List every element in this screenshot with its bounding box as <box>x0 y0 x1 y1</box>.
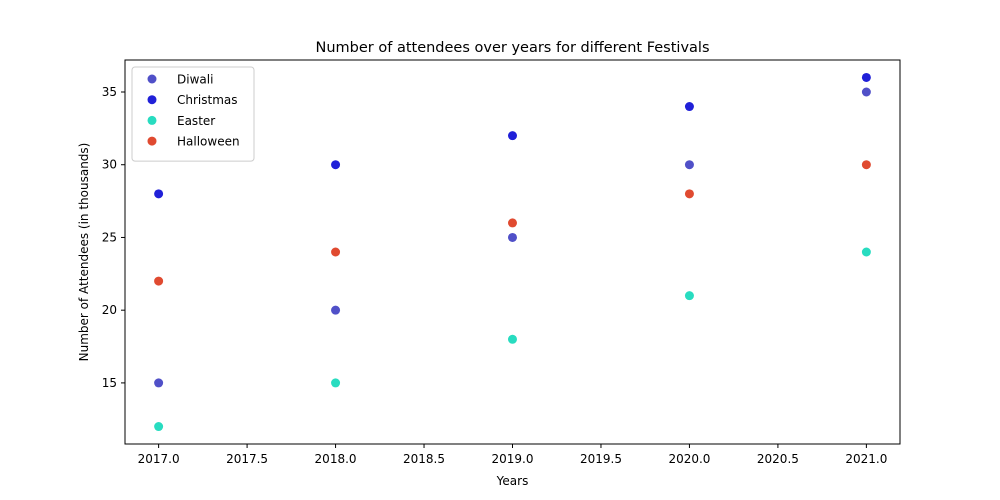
y-tick-label: 30 <box>102 158 117 172</box>
legend-marker-easter <box>147 115 157 125</box>
legend-label-christmas: Christmas <box>177 93 238 107</box>
y-tick-label: 15 <box>102 376 117 390</box>
x-tick-label: 2020.5 <box>757 452 799 466</box>
legend-label-diwali: Diwali <box>177 73 213 87</box>
data-point-easter <box>684 291 694 301</box>
data-point-christmas <box>861 72 871 82</box>
data-point-diwali <box>154 378 164 388</box>
x-tick-label: 2021.0 <box>845 452 887 466</box>
data-point-diwali <box>331 305 341 315</box>
x-tick-label: 2019.5 <box>580 452 622 466</box>
x-tick-label: 2019.0 <box>492 452 534 466</box>
data-point-halloween <box>508 218 517 228</box>
data-point-christmas <box>684 102 694 112</box>
data-point-halloween <box>684 189 694 199</box>
data-point-halloween <box>331 247 341 257</box>
data-point-halloween <box>154 276 164 286</box>
x-tick-label: 2018.5 <box>403 452 445 466</box>
data-point-christmas <box>331 160 341 170</box>
data-point-easter <box>154 422 164 432</box>
x-tick-label: 2017.5 <box>226 452 268 466</box>
data-point-diwali <box>508 232 517 242</box>
legend-marker-diwali <box>147 74 157 84</box>
legend-marker-halloween <box>147 136 157 146</box>
legend-box <box>131 66 255 162</box>
chart-title: Number of attendees over years for diffe… <box>316 40 710 56</box>
y-axis-ticks: 15 20 25 30 35 <box>102 85 125 390</box>
data-point-easter <box>508 334 517 344</box>
y-tick-label: 25 <box>102 230 117 244</box>
x-axis-label: Years <box>496 474 529 488</box>
legend-label-halloween: Halloween <box>177 135 240 149</box>
y-tick-label: 35 <box>102 85 117 99</box>
x-tick-label: 2020.0 <box>668 452 710 466</box>
data-point-diwali <box>861 87 871 97</box>
data-point-halloween <box>861 160 871 170</box>
legend-marker-christmas <box>147 95 157 105</box>
y-tick-label: 20 <box>102 303 117 317</box>
data-points <box>154 72 871 432</box>
data-point-christmas <box>508 131 517 141</box>
x-tick-label: 2017.0 <box>138 452 180 466</box>
data-point-diwali <box>684 160 694 170</box>
plot-frame <box>124 59 901 445</box>
legend: Diwali Christmas Easter Halloween <box>131 66 255 162</box>
data-point-easter <box>861 247 871 257</box>
x-axis-ticks: 2017.0 2017.5 2018.0 2018.5 2019.0 2019.5 2020… <box>138 444 887 466</box>
data-point-christmas <box>154 189 164 199</box>
legend-label-easter: Easter <box>177 114 215 128</box>
y-axis-label: Number of Attendees (in thousands) <box>77 143 91 362</box>
data-point-easter <box>331 378 341 388</box>
x-tick-label: 2018.0 <box>315 452 357 466</box>
